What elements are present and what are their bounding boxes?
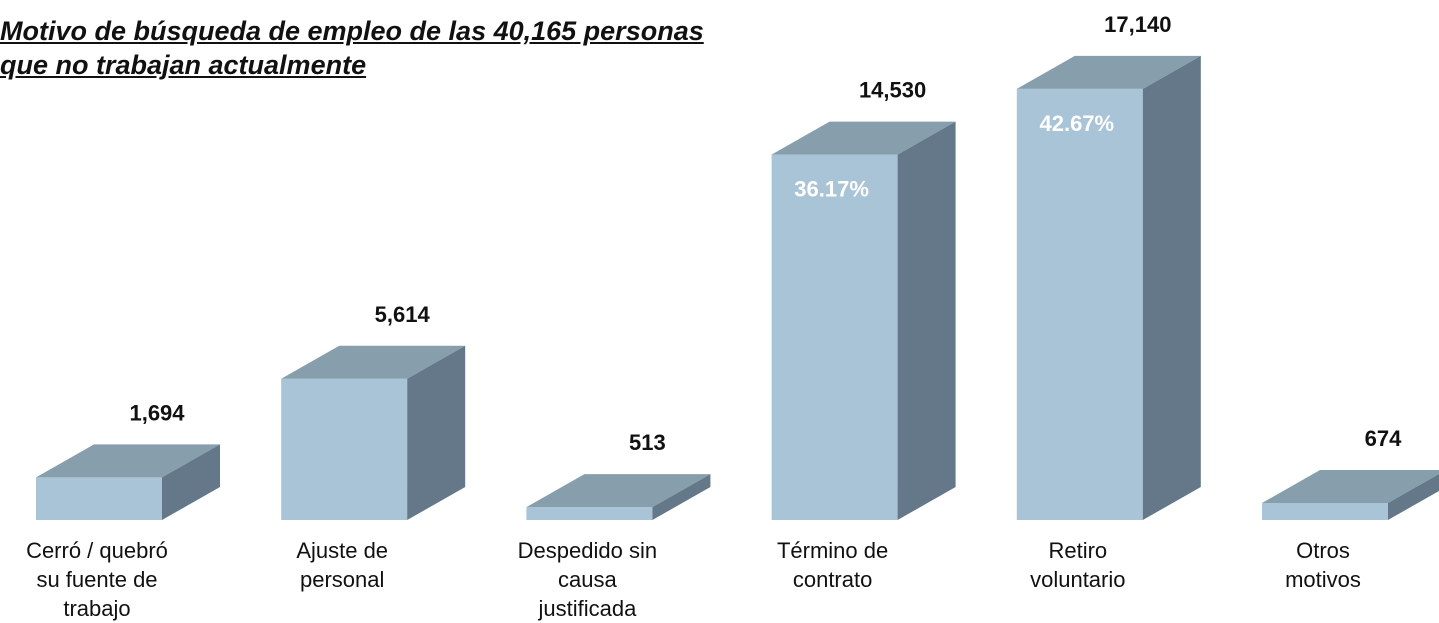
category-label: Otros motivos <box>1285 538 1361 592</box>
bar-front <box>281 378 408 520</box>
bar-side <box>1142 55 1201 520</box>
bar <box>1262 470 1439 520</box>
bar-top <box>1016 55 1201 89</box>
bar-top <box>36 444 220 478</box>
bar-top <box>281 345 466 379</box>
category-label: Cerró / quebró su fuente de trabajo <box>26 538 168 621</box>
category-label: Despedido sin causa justificada <box>517 538 658 621</box>
category-label: Término de contrato <box>776 538 889 592</box>
value-label: 1,694 <box>129 400 185 425</box>
bar-front <box>526 507 653 520</box>
value-label: 17,140 <box>1104 12 1171 37</box>
bar-side <box>162 444 220 520</box>
bar-side <box>897 121 956 521</box>
percent-label: 36.17% <box>794 177 869 202</box>
value-label: 513 <box>629 430 666 455</box>
bar <box>36 444 220 520</box>
bar <box>281 345 466 520</box>
category-label: Ajuste de personal <box>296 538 389 592</box>
bar-front <box>1262 503 1388 520</box>
bar-side <box>407 345 466 520</box>
bar-side <box>1388 474 1439 520</box>
bar-top <box>1262 470 1439 504</box>
bar-top <box>771 121 956 155</box>
value-label: 674 <box>1365 426 1402 451</box>
bar-side <box>652 474 711 520</box>
bar <box>771 121 956 521</box>
value-label: 14,530 <box>859 78 926 103</box>
chart-title: Motivo de búsqueda de empleo de las 40,1… <box>0 16 704 80</box>
category-label: Retiro voluntario <box>1030 538 1126 592</box>
bar <box>1016 55 1201 520</box>
bar <box>526 474 711 520</box>
bar-front <box>771 154 898 520</box>
bar-front <box>36 477 162 520</box>
bar-top <box>526 474 711 508</box>
percent-label: 42.67% <box>1039 111 1114 136</box>
bar-front <box>1016 88 1143 520</box>
value-label: 5,614 <box>375 302 431 327</box>
